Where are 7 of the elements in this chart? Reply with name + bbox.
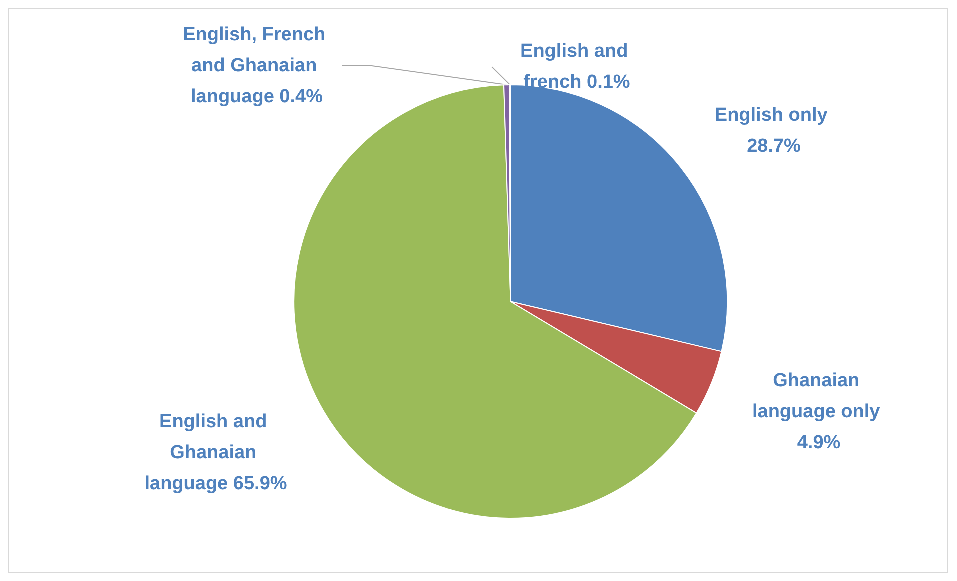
slice-label: English and french 0.1% [520,41,634,93]
data-label: 28.7% [747,136,802,157]
slice-label: English, French and Ghanaian language 0.4% [183,24,331,108]
slice-label: English and Ghanaian language 65.9% [144,412,288,494]
data-label: 4.9% [797,432,841,454]
slice-label: English only [714,105,834,126]
slice-label: Ghanaian language only [752,370,886,422]
